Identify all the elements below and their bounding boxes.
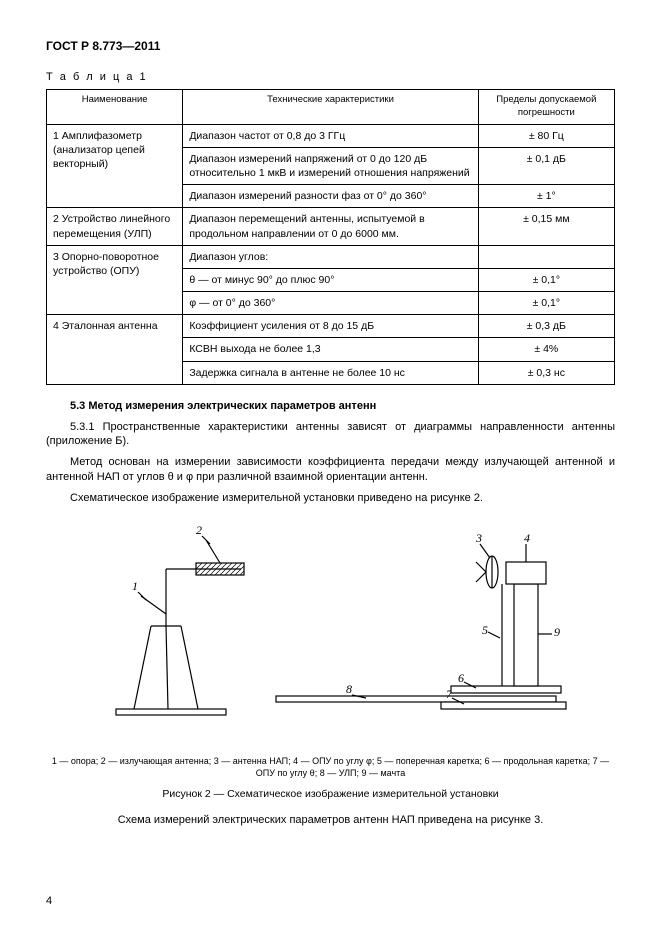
cell-tolerance [478, 245, 614, 268]
table-row: 2 Устройство линейного перемещения (УЛП)… [47, 208, 615, 245]
cell-tolerance: ± 80 Гц [478, 124, 614, 147]
fig-label-1: 1 [132, 579, 138, 593]
cell-tolerance: ± 0,3 нс [478, 361, 614, 384]
cell-char: Диапазон частот от 0,8 до 3 ГГц [183, 124, 478, 147]
cell-tolerance: ± 0,1° [478, 268, 614, 291]
cell-name: 4 Эталонная антенна [47, 315, 183, 385]
cell-char: Диапазон перемещений антенны, испытуемой… [183, 208, 478, 245]
fig-label-6: 6 [458, 671, 464, 685]
figure-2: 1 2 8 7 6 9 [46, 514, 615, 749]
cell-tolerance: ± 4% [478, 338, 614, 361]
paragraph: Метод основан на измерении зависимости к… [46, 455, 615, 485]
fig-label-5: 5 [482, 623, 488, 637]
page: ГОСТ Р 8.773—2011 Т а б л и ц а 1 Наимен… [0, 0, 661, 935]
figure-svg: 1 2 8 7 6 9 [46, 514, 606, 744]
page-number: 4 [46, 894, 52, 909]
fig-label-8: 8 [346, 682, 352, 696]
doc-code: ГОСТ Р 8.773—2011 [46, 38, 615, 54]
fig-label-2: 2 [196, 523, 202, 537]
cell-char: φ — от 0° до 360° [183, 292, 478, 315]
fig-label-9: 9 [554, 625, 560, 639]
cell-char: Диапазон измерений напряжений от 0 до 12… [183, 147, 478, 184]
cell-tolerance: ± 0,1° [478, 292, 614, 315]
section-title: 5.3 Метод измерения электрических параме… [70, 399, 615, 414]
fig-label-4: 4 [524, 531, 530, 545]
cell-char: Коэффициент усиления от 8 до 15 дБ [183, 315, 478, 338]
cell-name: 1 Амплифазометр (анализатор цепей вектор… [47, 124, 183, 208]
table-row: 4 Эталонная антеннаКоэффициент усиления … [47, 315, 615, 338]
paragraph: Схематическое изображение измерительной … [46, 491, 615, 506]
characteristics-table: Наименование Технические характеристики … [46, 89, 615, 385]
paragraph: 5.3.1 Пространственные характеристики ан… [46, 420, 615, 450]
paragraph: Схема измерений электрических параметров… [46, 813, 615, 828]
cell-tolerance: ± 1° [478, 185, 614, 208]
cell-name: 3 Опорно-поворотное устройство (ОПУ) [47, 245, 183, 315]
cell-tolerance: ± 0,3 дБ [478, 315, 614, 338]
figure-legend: 1 — опора; 2 — излучающая антенна; 3 — а… [46, 755, 615, 779]
cell-tolerance: ± 0,1 дБ [478, 147, 614, 184]
col-char-header: Технические характеристики [183, 90, 478, 125]
cell-char: Диапазон измерений разности фаз от 0° до… [183, 185, 478, 208]
cell-char: КСВН выхода не более 1,3 [183, 338, 478, 361]
cell-char: Диапазон углов: [183, 245, 478, 268]
cell-char: Задержка сигнала в антенне не более 10 н… [183, 361, 478, 384]
table-row: 3 Опорно-поворотное устройство (ОПУ)Диап… [47, 245, 615, 268]
cell-tolerance: ± 0,15 мм [478, 208, 614, 245]
cell-name: 2 Устройство линейного перемещения (УЛП) [47, 208, 183, 245]
table-label: Т а б л и ц а 1 [46, 70, 615, 85]
fig-label-3: 3 [475, 531, 482, 545]
table-header-row: Наименование Технические характеристики … [47, 90, 615, 125]
table-row: 1 Амплифазометр (анализатор цепей вектор… [47, 124, 615, 147]
cell-char: θ — от минус 90° до плюс 90° [183, 268, 478, 291]
col-tol-header: Пределы допускаемой погрешности [478, 90, 614, 125]
col-name-header: Наименование [47, 90, 183, 125]
figure-title: Рисунок 2 — Схематическое изображение из… [46, 787, 615, 801]
